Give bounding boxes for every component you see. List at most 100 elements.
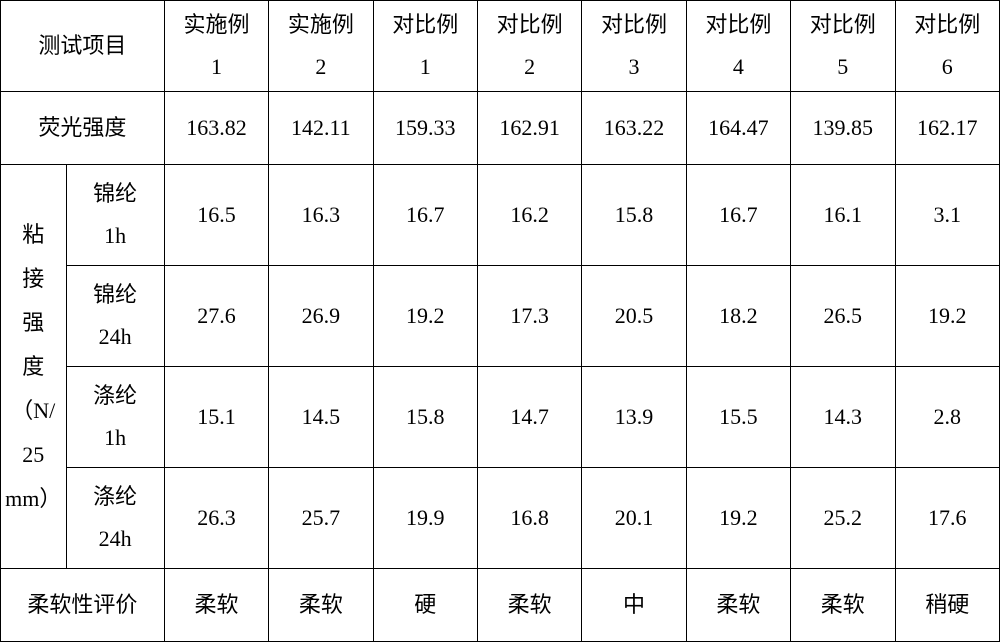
adhesion-label-char: 接 xyxy=(1,257,66,301)
header-col: 实施例1 xyxy=(164,1,268,92)
cell: 20.1 xyxy=(582,468,686,569)
sub-l2: 1h xyxy=(67,417,164,459)
sub-label: 涤纶1h xyxy=(66,367,164,468)
cell: 15.8 xyxy=(582,165,686,266)
hdr-l2: 4 xyxy=(687,46,790,88)
hdr-l2: 1 xyxy=(374,46,477,88)
adhesion-group-label: 粘 接 强 度 （N/ 25 mm） xyxy=(1,165,67,569)
cell: 稍硬 xyxy=(895,569,1000,642)
hdr-l1: 实施例 xyxy=(165,4,268,46)
row-adhesion-poly-24h: 涤纶24h 26.3 25.7 19.9 16.8 20.1 19.2 25.2… xyxy=(1,468,1000,569)
cell: 17.3 xyxy=(477,266,581,367)
cell: 3.1 xyxy=(895,165,1000,266)
cell: 25.2 xyxy=(791,468,895,569)
cell: 25.7 xyxy=(269,468,373,569)
header-col: 对比例5 xyxy=(791,1,895,92)
cell: 17.6 xyxy=(895,468,1000,569)
header-col: 对比例1 xyxy=(373,1,477,92)
cell: 164.47 xyxy=(686,92,790,165)
sub-l1: 锦纶 xyxy=(67,274,164,316)
row-softness: 柔软性评价 柔软 柔软 硬 柔软 中 柔软 柔软 稍硬 xyxy=(1,569,1000,642)
cell: 19.2 xyxy=(686,468,790,569)
cell: 14.7 xyxy=(477,367,581,468)
cell: 16.5 xyxy=(164,165,268,266)
cell: 18.2 xyxy=(686,266,790,367)
hdr-l2: 1 xyxy=(165,46,268,88)
hdr-l1: 对比例 xyxy=(582,4,685,46)
cell: 139.85 xyxy=(791,92,895,165)
hdr-l2: 2 xyxy=(478,46,581,88)
sub-label: 锦纶1h xyxy=(66,165,164,266)
header-test-item: 测试项目 xyxy=(1,1,165,92)
cell: 16.1 xyxy=(791,165,895,266)
cell: 19.2 xyxy=(895,266,1000,367)
cell: 26.9 xyxy=(269,266,373,367)
sub-l2: 24h xyxy=(67,518,164,560)
header-col: 对比例4 xyxy=(686,1,790,92)
cell: 16.3 xyxy=(269,165,373,266)
row-adhesion-poly-1h: 涤纶1h 15.1 14.5 15.8 14.7 13.9 15.5 14.3 … xyxy=(1,367,1000,468)
hdr-l2: 2 xyxy=(269,46,372,88)
hdr-l1: 对比例 xyxy=(896,4,1000,46)
hdr-l1: 实施例 xyxy=(269,4,372,46)
adhesion-label-unit: （N/ xyxy=(1,389,66,433)
hdr-l1: 对比例 xyxy=(687,4,790,46)
row-label: 荧光强度 xyxy=(1,92,165,165)
hdr-l2: 5 xyxy=(791,46,894,88)
cell: 柔软 xyxy=(269,569,373,642)
cell: 14.5 xyxy=(269,367,373,468)
results-table: 测试项目 实施例1 实施例2 对比例1 对比例2 对比例3 对比例4 对比例5 … xyxy=(0,0,1000,642)
cell: 163.82 xyxy=(164,92,268,165)
hdr-l1: 对比例 xyxy=(791,4,894,46)
adhesion-label-unit: mm） xyxy=(1,477,66,521)
cell: 20.5 xyxy=(582,266,686,367)
cell: 26.5 xyxy=(791,266,895,367)
cell: 13.9 xyxy=(582,367,686,468)
hdr-l2: 6 xyxy=(896,46,1000,88)
sub-l1: 锦纶 xyxy=(67,173,164,215)
hdr-l2: 3 xyxy=(582,46,685,88)
cell: 162.17 xyxy=(895,92,1000,165)
cell: 142.11 xyxy=(269,92,373,165)
row-label: 柔软性评价 xyxy=(1,569,165,642)
cell: 2.8 xyxy=(895,367,1000,468)
header-col: 对比例2 xyxy=(477,1,581,92)
header-col: 对比例6 xyxy=(895,1,1000,92)
row-fluorescence: 荧光强度 163.82 142.11 159.33 162.91 163.22 … xyxy=(1,92,1000,165)
cell: 柔软 xyxy=(791,569,895,642)
hdr-l1: 对比例 xyxy=(478,4,581,46)
cell: 163.22 xyxy=(582,92,686,165)
header-row: 测试项目 实施例1 实施例2 对比例1 对比例2 对比例3 对比例4 对比例5 … xyxy=(1,1,1000,92)
sub-l2: 24h xyxy=(67,316,164,358)
cell: 16.2 xyxy=(477,165,581,266)
cell: 15.1 xyxy=(164,367,268,468)
sub-label: 锦纶24h xyxy=(66,266,164,367)
cell: 26.3 xyxy=(164,468,268,569)
cell: 27.6 xyxy=(164,266,268,367)
row-adhesion-nylon-1h: 粘 接 强 度 （N/ 25 mm） 锦纶1h 16.5 16.3 16.7 1… xyxy=(1,165,1000,266)
header-col: 实施例2 xyxy=(269,1,373,92)
adhesion-label-char: 强 xyxy=(1,301,66,345)
cell: 19.2 xyxy=(373,266,477,367)
sub-label: 涤纶24h xyxy=(66,468,164,569)
cell: 16.7 xyxy=(686,165,790,266)
row-adhesion-nylon-24h: 锦纶24h 27.6 26.9 19.2 17.3 20.5 18.2 26.5… xyxy=(1,266,1000,367)
cell: 162.91 xyxy=(477,92,581,165)
cell: 柔软 xyxy=(477,569,581,642)
cell: 中 xyxy=(582,569,686,642)
cell: 19.9 xyxy=(373,468,477,569)
cell: 14.3 xyxy=(791,367,895,468)
adhesion-label-char: 度 xyxy=(1,345,66,389)
cell: 硬 xyxy=(373,569,477,642)
sub-l1: 涤纶 xyxy=(67,476,164,518)
adhesion-label-char: 粘 xyxy=(1,213,66,257)
cell: 16.7 xyxy=(373,165,477,266)
sub-l2: 1h xyxy=(67,215,164,257)
cell: 柔软 xyxy=(164,569,268,642)
adhesion-label-unit: 25 xyxy=(1,433,66,477)
header-col: 对比例3 xyxy=(582,1,686,92)
cell: 16.8 xyxy=(477,468,581,569)
cell: 15.5 xyxy=(686,367,790,468)
cell: 159.33 xyxy=(373,92,477,165)
cell: 15.8 xyxy=(373,367,477,468)
